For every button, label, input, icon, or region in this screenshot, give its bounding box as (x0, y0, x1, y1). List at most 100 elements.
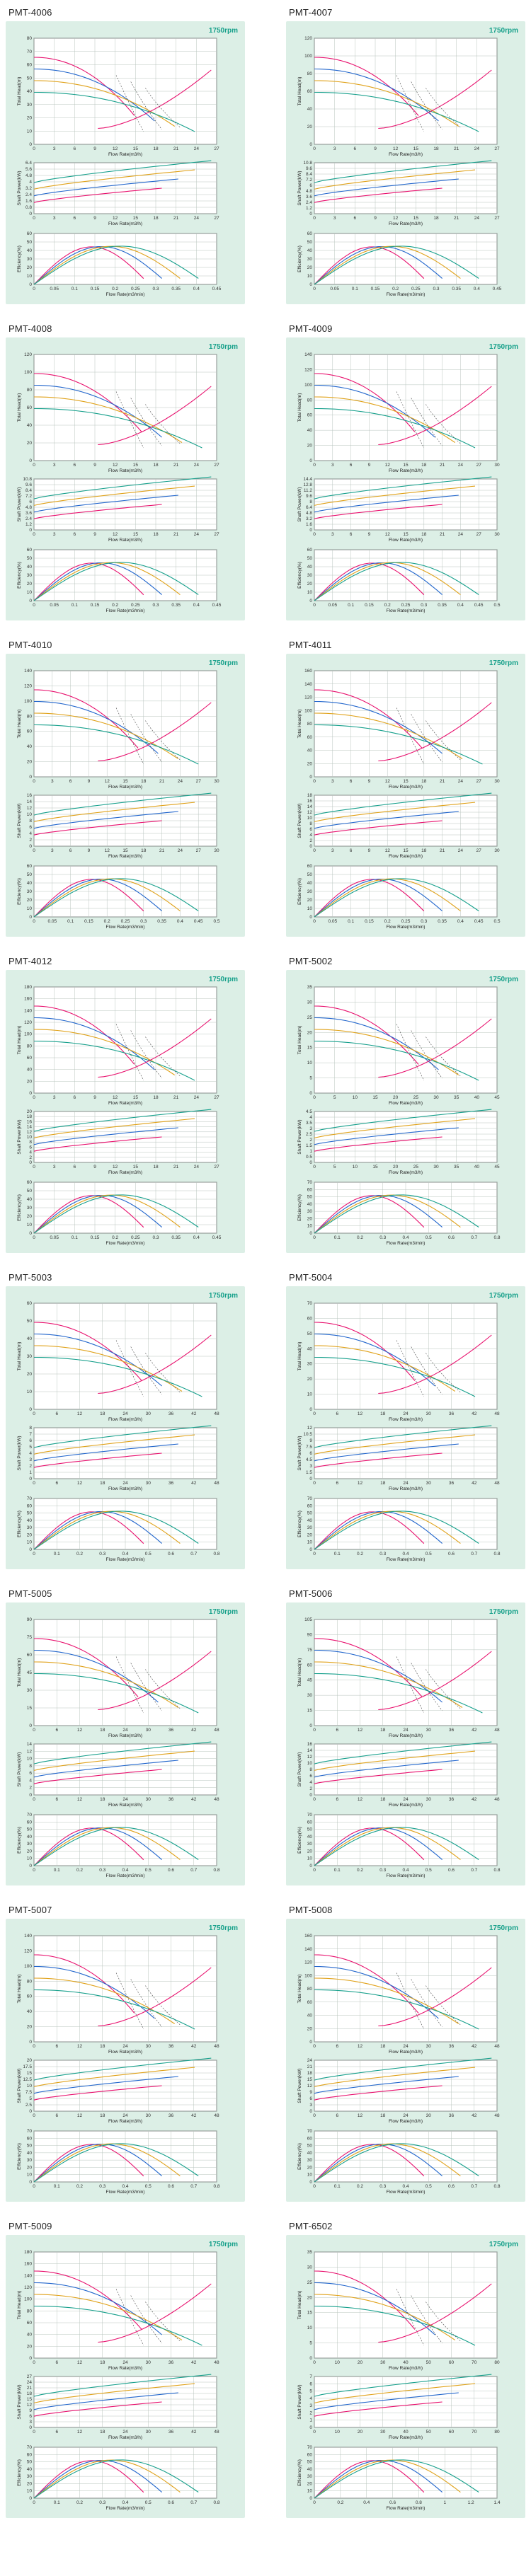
head-y-tick-label: 15 (307, 1709, 313, 1714)
efficiency-y-tick-label: 30 (307, 1209, 313, 1214)
head-x-tick-label: 12 (358, 1728, 363, 1733)
head-x-tick-label: 18 (433, 146, 439, 151)
power-curve (314, 2383, 476, 2403)
efficiency-x-tick-label: 0 (313, 1868, 316, 1873)
power-x-tick-label: 24 (194, 1165, 200, 1169)
model-title: PMT-5006 (289, 1588, 333, 1599)
efficiency-y-tick-label: 40 (27, 248, 33, 253)
power-x-tick-label: 3 (53, 532, 56, 537)
efficiency-y-tick-label: 50 (27, 1189, 33, 1194)
head-y-tick-label: 5 (309, 1076, 312, 1081)
head-x-tick-label: 30 (214, 779, 219, 784)
head-y-tick-label: 40 (27, 1336, 33, 1341)
efficiency-y-tick-label: 30 (27, 2158, 33, 2163)
head-y-tick-label: 20 (27, 1079, 33, 1084)
efficiency-x-axis-title: Flow Rate(m3/min) (387, 2190, 426, 2195)
rpm-label: 1750rpm (208, 343, 238, 351)
power-y-tick-label: 4.8 (306, 511, 312, 516)
power-y-tick-label: 9.6 (25, 483, 32, 487)
efficiency-x-tick-label: 0.4 (122, 2500, 128, 2505)
efficiency-x-tick-label: 0.8 (213, 2184, 219, 2189)
efficiency-x-tick-label: 0.2 (76, 2184, 83, 2189)
efficiency-y-tick-label: 20 (27, 898, 33, 903)
power-y-tick-label: 1.2 (25, 522, 32, 527)
power-x-tick-label: 15 (413, 216, 419, 221)
power-y-tick-label: 2 (309, 1138, 312, 1143)
power-y-axis-title: Shaft Power(kW) (17, 171, 22, 205)
model-title: PMT-4011 (289, 640, 332, 650)
head-x-tick-label: 42 (191, 1411, 197, 1416)
power-x-axis-title: Flow Rate(m3/h) (389, 854, 423, 859)
power-y-tick-label: 17.5 (23, 2064, 32, 2069)
power-y-tick-label: 3 (29, 2420, 32, 2425)
efficiency-y-tick-label: 30 (307, 1525, 313, 1530)
efficiency-curve (33, 1194, 162, 1234)
power-x-tick-label: 18 (421, 848, 427, 853)
head-curve (33, 2282, 162, 2335)
efficiency-y-axis-title: Efficiency(%) (297, 1511, 302, 1537)
head-npsh-curve (378, 1334, 492, 1394)
head-x-tick-label: 18 (100, 2044, 105, 2049)
power-curve (33, 1443, 178, 1462)
power-x-tick-label: 21 (440, 532, 445, 537)
efficiency-curve (314, 1827, 479, 1866)
efficiency-x-axis-title: Flow Rate(m3/min) (387, 1241, 426, 1246)
power-x-tick-label: 24 (122, 1797, 128, 1802)
power-y-tick-label: 16 (307, 1742, 313, 1747)
efficiency-x-axis-title: Flow Rate(m3/min) (387, 1557, 426, 1562)
rpm-label: 1750rpm (489, 1924, 518, 1932)
head-x-tick-label: 24 (403, 1411, 409, 1416)
power-curve (33, 820, 162, 836)
head-y-tick-label: 30 (27, 1688, 33, 1693)
head-x-tick-label: 15 (133, 146, 139, 151)
efficiency-x-tick-label: 0.1 (334, 1235, 341, 1240)
efficiency-x-tick-label: 0.8 (416, 2500, 422, 2505)
efficiency-x-tick-label: 0.25 (131, 1235, 140, 1240)
efficiency-x-tick-label: 0.6 (448, 1868, 455, 1873)
head-curve (33, 1029, 176, 1075)
efficiency-y-tick-label: 0 (309, 2180, 312, 2185)
efficiency-y-tick-label: 60 (307, 2136, 313, 2141)
head-x-tick-label: 45 (494, 1095, 500, 1100)
efficiency-x-tick-label: 0.7 (471, 2184, 477, 2189)
efficiency-x-tick-label: 0.6 (448, 1235, 455, 1240)
power-y-tick-label: 0.8 (25, 205, 32, 210)
efficiency-curve (33, 1511, 144, 1550)
efficiency-y-tick-label: 30 (27, 1525, 33, 1530)
efficiency-x-tick-label: 0.05 (328, 919, 337, 924)
power-x-tick-label: 3 (331, 848, 334, 853)
efficiency-x-tick-label: 0.1 (72, 603, 78, 608)
power-x-tick-label: 0 (33, 1481, 35, 1486)
power-x-tick-label: 0 (33, 2430, 35, 2435)
head-x-tick-label: 9 (93, 1095, 96, 1100)
efficiency-y-tick-label: 70 (27, 1813, 33, 1818)
efficiency-y-tick-label: 40 (27, 1835, 33, 1839)
head-curve (314, 1649, 442, 1703)
power-curve (33, 1769, 162, 1784)
head-x-tick-label: 15 (403, 463, 409, 468)
power-y-tick-label: 10 (27, 2084, 33, 2089)
head-y-tick-label: 20 (307, 444, 313, 449)
efficiency-x-tick-label: 1.2 (468, 2500, 474, 2505)
power-y-tick-label: 0 (29, 1160, 32, 1165)
power-y-tick-label: 12 (27, 806, 33, 811)
efficiency-x-axis-title: Flow Rate(m3/min) (106, 608, 145, 613)
head-x-axis-title: Flow Rate(m3/h) (389, 152, 423, 157)
head-x-tick-label: 6 (350, 779, 353, 784)
power-x-tick-label: 48 (214, 1797, 219, 1802)
head-y-tick-label: 120 (24, 352, 32, 357)
power-x-tick-label: 9 (93, 532, 96, 537)
efficiency-x-tick-label: 0.2 (337, 2500, 343, 2505)
efficiency-y-tick-label: 10 (27, 2489, 33, 2494)
head-x-tick-label: 18 (100, 1411, 105, 1416)
efficiency-x-tick-label: 0.8 (493, 2184, 500, 2189)
efficiency-x-tick-label: 0.25 (401, 919, 411, 924)
power-curve (314, 2392, 459, 2410)
power-y-tick-label: 6 (29, 1145, 32, 1150)
efficiency-curve (33, 1511, 181, 1550)
head-y-tick-label: 0 (29, 1723, 32, 1728)
model-title: PMT-5005 (8, 1588, 52, 1599)
efficiency-x-axis-title: Flow Rate(m3/min) (387, 2506, 426, 2511)
power-y-axis-title: Shaft Power(kW) (297, 1436, 302, 1470)
power-x-axis-title: Flow Rate(m3/h) (389, 1486, 423, 1491)
